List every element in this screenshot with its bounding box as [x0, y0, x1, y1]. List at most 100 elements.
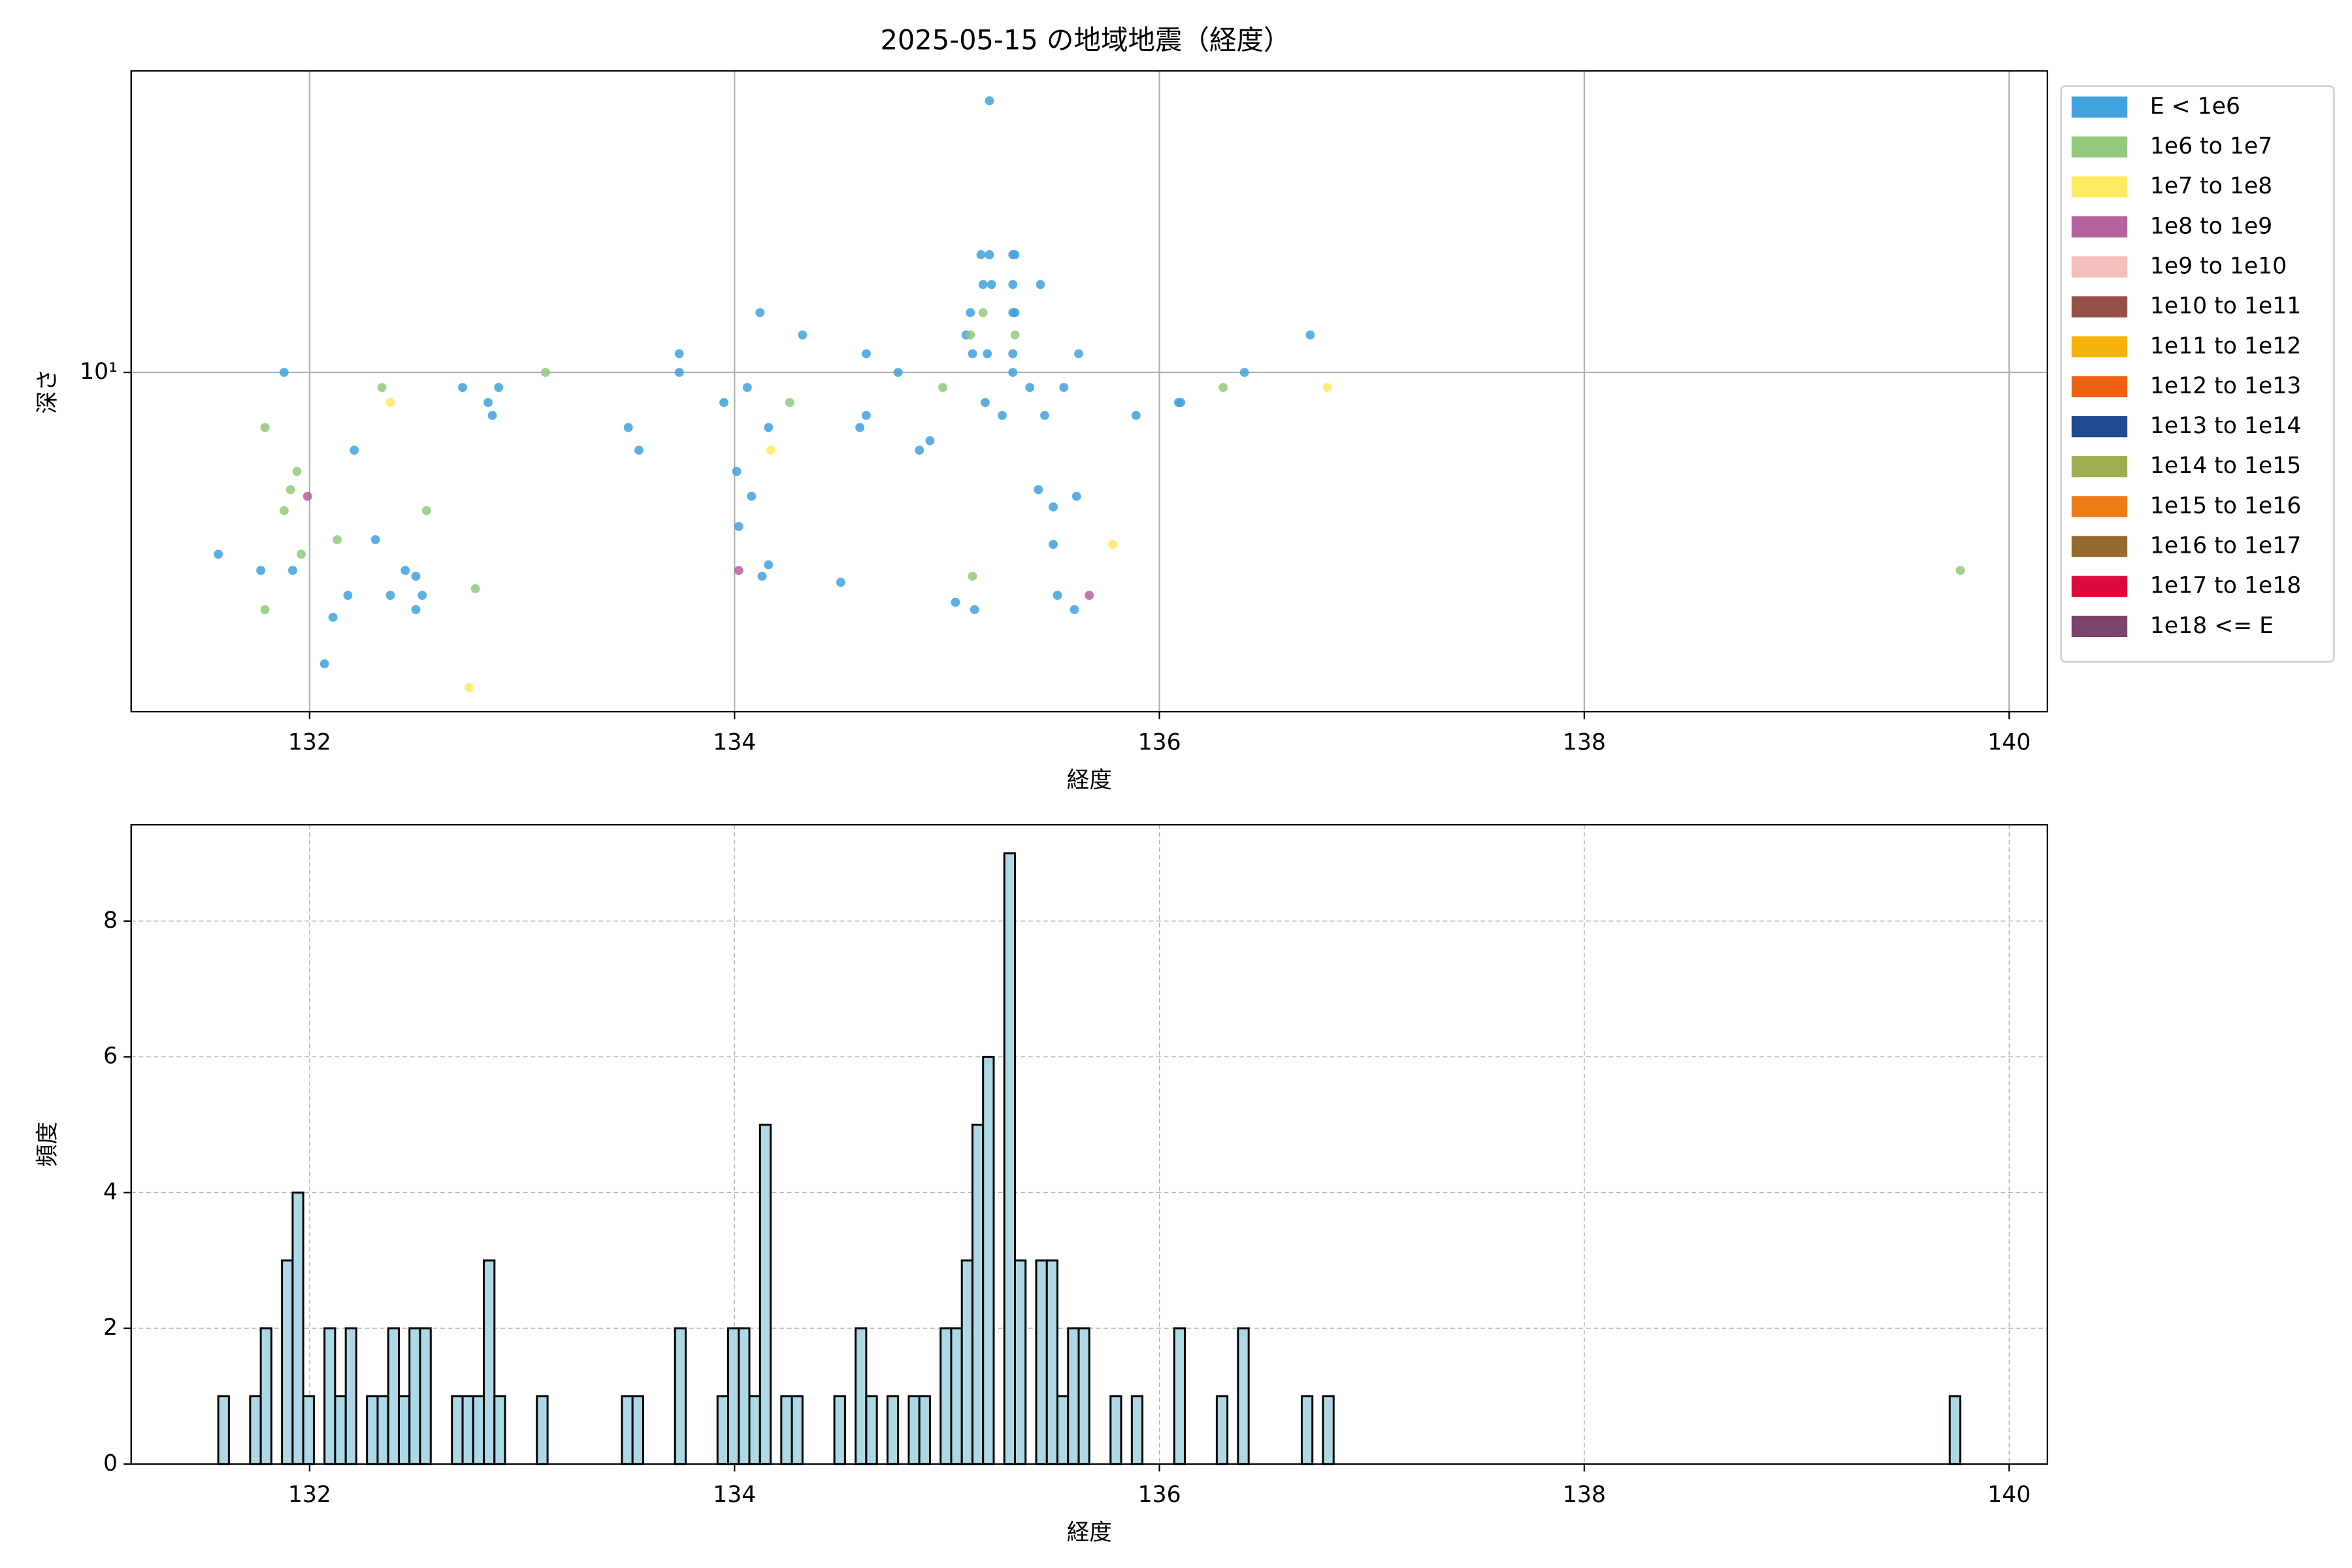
axes-frame: [130, 824, 2048, 1465]
point: [540, 368, 550, 377]
point: [985, 96, 994, 106]
bar: [738, 1327, 751, 1465]
x-tick-label: 136: [1138, 1482, 1181, 1508]
point: [1218, 383, 1228, 392]
bar: [334, 1395, 347, 1465]
point: [1131, 410, 1141, 420]
bar: [1173, 1327, 1186, 1465]
point: [1036, 280, 1045, 289]
y-axis-label: 頻度: [35, 1122, 61, 1167]
point: [968, 349, 977, 359]
point: [286, 485, 295, 495]
bar: [483, 1259, 496, 1465]
bar: [886, 1395, 900, 1465]
point: [483, 398, 493, 408]
point: [951, 597, 960, 607]
point: [1108, 540, 1117, 549]
point: [966, 330, 975, 340]
point: [674, 349, 684, 359]
bar: [674, 1327, 687, 1465]
bar: [291, 1191, 304, 1465]
legend-swatch: [2071, 216, 2128, 238]
point: [400, 566, 410, 575]
x-tick-label: 138: [1563, 1482, 1606, 1508]
bar: [939, 1327, 953, 1465]
point: [1010, 330, 1020, 340]
x-tick-label: 136: [1138, 730, 1181, 756]
point: [1176, 398, 1186, 408]
bar: [493, 1395, 506, 1465]
point: [411, 605, 421, 614]
point: [634, 446, 644, 455]
bar: [1215, 1395, 1229, 1465]
bar: [302, 1395, 315, 1465]
legend-swatch: [2071, 96, 2128, 118]
y-tick-label: 0: [103, 1450, 118, 1477]
bar: [1056, 1395, 1070, 1465]
point: [1008, 280, 1018, 289]
point: [214, 549, 223, 559]
bar: [419, 1327, 432, 1465]
point: [785, 398, 794, 408]
point: [998, 410, 1007, 420]
point: [343, 591, 353, 600]
point: [855, 423, 865, 433]
bar: [1130, 1395, 1144, 1465]
legend-swatch: [2071, 256, 2128, 278]
bar: [1322, 1395, 1335, 1465]
point: [350, 446, 359, 455]
point: [494, 383, 504, 392]
bar: [855, 1327, 868, 1465]
legend-swatch: [2071, 296, 2128, 318]
bar: [727, 1327, 740, 1465]
legend-swatch: [2071, 496, 2128, 517]
legend-swatch: [2071, 456, 2128, 478]
point: [915, 446, 924, 455]
legend-label: 1e9 to 1e10: [2150, 253, 2287, 279]
point: [292, 466, 302, 476]
legend-label: 1e8 to 1e9: [2150, 213, 2272, 239]
bar: [461, 1395, 474, 1465]
point: [385, 398, 395, 408]
bar: [791, 1395, 804, 1465]
x-tick-label: 140: [1987, 1482, 2031, 1508]
legend-label: 1e17 to 1e18: [2150, 573, 2301, 599]
point: [623, 423, 633, 433]
point: [1040, 410, 1049, 420]
bar: [918, 1395, 931, 1465]
bar: [960, 1259, 973, 1465]
bar: [748, 1395, 761, 1465]
legend-swatch: [2071, 176, 2128, 198]
point: [747, 491, 757, 501]
bar: [1300, 1395, 1314, 1465]
point: [256, 566, 266, 575]
bar: [387, 1327, 400, 1465]
point: [966, 308, 975, 318]
legend-label: 1e16 to 1e17: [2150, 533, 2301, 559]
point: [260, 605, 270, 614]
legend-label: 1e18 <= E: [2150, 613, 2274, 639]
point: [458, 383, 467, 392]
x-tick-label: 132: [288, 730, 331, 756]
bar: [1237, 1327, 1250, 1465]
y-tick-label: 2: [103, 1315, 118, 1341]
y-axis-label: 深さ: [35, 368, 61, 414]
bar: [249, 1395, 262, 1465]
point: [981, 398, 990, 408]
point: [674, 368, 684, 377]
point: [978, 280, 988, 289]
point: [734, 566, 743, 575]
point: [764, 423, 774, 433]
point: [1053, 591, 1062, 600]
point: [861, 349, 871, 359]
point: [987, 280, 996, 289]
point: [836, 578, 845, 587]
bar: [1109, 1395, 1122, 1465]
legend-swatch: [2071, 336, 2128, 357]
legend-label: 1e11 to 1e12: [2150, 333, 2301, 359]
y-tick-label: 4: [103, 1179, 118, 1205]
x-tick-label: 132: [288, 1482, 331, 1508]
point: [938, 383, 947, 392]
chart-title: 2025-05-15 の地域地震（経度）: [880, 24, 1290, 56]
